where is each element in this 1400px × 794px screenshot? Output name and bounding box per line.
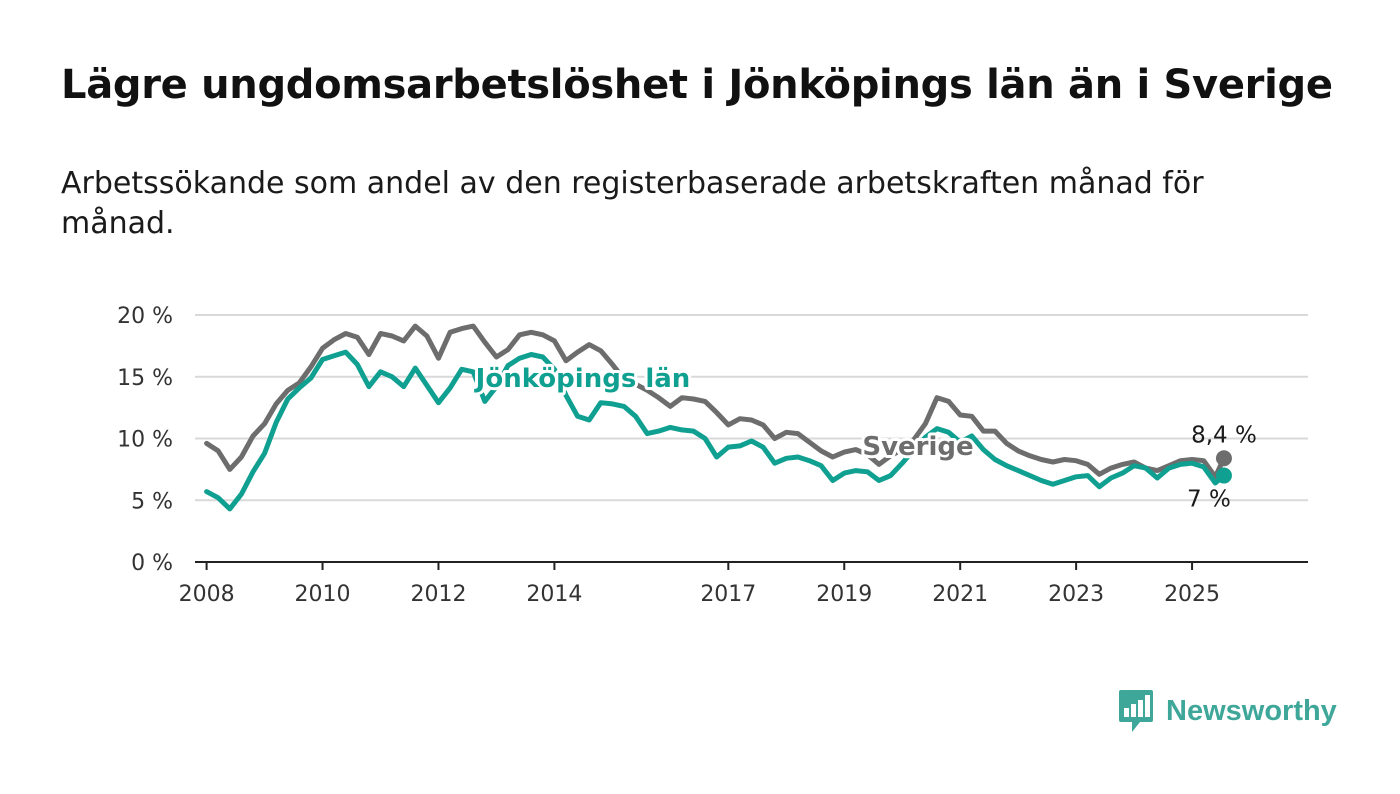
x-tick-label: 2023 <box>1048 582 1104 607</box>
x-tick-label: 2021 <box>932 582 988 607</box>
newsworthy-brand[interactable]: Newsworthy <box>1118 688 1337 734</box>
chart-title: Lägre ungdomsarbetslöshet i Jönköpings l… <box>61 62 1333 108</box>
sverige-end-label: 8,4 % <box>1191 422 1257 448</box>
newsworthy-logo-icon <box>1119 690 1153 732</box>
sverige-line <box>204 323 1227 480</box>
sverige-end-marker <box>1215 450 1232 467</box>
x-tick-label: 2014 <box>526 582 582 607</box>
y-tick-label: 15 % <box>117 366 173 391</box>
jonkoping-end-label: 7 % <box>1187 487 1231 513</box>
x-tick-label: 2025 <box>1164 582 1220 607</box>
y-tick-label: 20 % <box>117 304 173 329</box>
x-tick-label: 2012 <box>410 582 466 607</box>
x-tick-label: 2010 <box>295 582 351 607</box>
y-tick-label: 10 % <box>117 428 173 453</box>
y-tick-label: 0 % <box>131 551 173 576</box>
x-tick-label: 2008 <box>179 582 235 607</box>
jonkoping-series-label: Jönköpings län <box>474 364 691 394</box>
x-tick-label: 2019 <box>816 582 872 607</box>
y-tick-label: 5 % <box>131 489 173 514</box>
sverige-series-label: Sverige <box>862 432 973 462</box>
jonkoping-end-marker <box>1215 467 1232 484</box>
chart-subtitle: Arbetssökande som andel av den registerb… <box>61 166 1204 241</box>
brand-name: Newsworthy <box>1166 694 1337 727</box>
x-tick-label: 2017 <box>700 582 756 607</box>
jonkoping-line <box>204 349 1227 512</box>
